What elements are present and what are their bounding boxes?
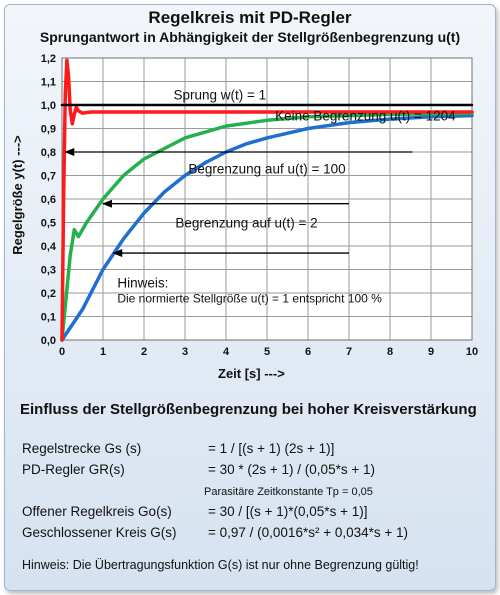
y-tick-label: 0,3 xyxy=(41,265,56,277)
y-tick-label: 0,6 xyxy=(41,194,56,206)
formula-note: Hinweis: Die Übertragungsfunktion G(s) i… xyxy=(22,558,419,572)
chart-annotation: Sprung w(t) = 1 xyxy=(174,87,267,102)
y-tick-label: 1,2 xyxy=(41,53,56,65)
formula-expr-closed-loop: = 0,97 / (0,0016*s² + 0,034*s + 1) xyxy=(208,525,409,540)
chart-subtitle: Sprungantwort in Abhängigkeit der Stellg… xyxy=(39,29,461,45)
x-axis-label: Zeit [s] ---> xyxy=(218,366,285,381)
x-tick-label: 3 xyxy=(182,346,188,358)
chart-annotation: Die normierte Stellgröße u(t) = 1 entspr… xyxy=(117,292,382,306)
formula-label-controller: PD-Regler GR(s) xyxy=(22,462,125,477)
chart-annotation: Begrenzung auf u(t) = 2 xyxy=(175,216,317,231)
y-tick-label: 0,1 xyxy=(41,312,56,324)
formula-label-plant: Regelstrecke Gs (s) xyxy=(22,441,142,456)
x-tick-label: 10 xyxy=(466,346,478,358)
x-tick-label: 7 xyxy=(346,346,352,358)
formula-heading: Einfluss der Stellgrößenbegrenzung bei h… xyxy=(20,401,477,418)
chart-annotation: Keine Begrenzung u(t) = 1204 xyxy=(275,109,456,124)
step-response-chart: 0,0 0,1 0,2 0,3 0,4 0,5 0,6 0,7 0,8 0,9 1,0 1,1 1,2 0… xyxy=(10,53,478,381)
chart-annotation: Hinweis: xyxy=(117,275,168,290)
x-tick-label: 0 xyxy=(59,346,65,358)
y-tick-label: 0,5 xyxy=(41,218,56,230)
y-tick-label: 0,2 xyxy=(41,288,56,300)
y-tick-label: 0,7 xyxy=(41,171,56,183)
formula-expr-controller: = 30 * (2s + 1) / (0,05*s + 1) xyxy=(208,462,375,477)
formula-label-closed-loop: Geschlossener Kreis G(s) xyxy=(22,525,177,540)
x-tick-label: 1 xyxy=(100,346,106,358)
chart-title: Regelkreis mit PD-Regler xyxy=(148,8,352,27)
formula-expr-open-loop: = 30 / [(s + 1)*(0,05*s + 1)] xyxy=(208,504,368,519)
x-tick-label: 2 xyxy=(141,346,147,358)
y-tick-label: 1,0 xyxy=(41,100,56,112)
formula-label-open-loop: Offener Regelkreis Go(s) xyxy=(22,504,172,519)
formula-expr-plant: = 1 / [(s + 1) (2s + 1)] xyxy=(208,441,335,456)
y-tick-label: 0,8 xyxy=(41,147,56,159)
x-tick-label: 6 xyxy=(305,346,311,358)
y-axis-label: Regelgröße y(t) ---> xyxy=(10,135,25,255)
chart-annotation: Begrenzung auf u(t) = 100 xyxy=(188,161,345,176)
x-tick-label: 9 xyxy=(428,346,434,358)
x-tick-label: 4 xyxy=(223,346,230,358)
x-tick-label: 8 xyxy=(387,346,393,358)
y-tick-label: 0,0 xyxy=(41,335,56,347)
y-tick-label: 0,4 xyxy=(41,241,57,253)
y-tick-label: 0,9 xyxy=(41,124,56,136)
series-line xyxy=(60,58,474,342)
formula-parasitic-time-constant: Parasitäre Zeitkonstante Tp = 0,05 xyxy=(204,486,373,498)
series-line xyxy=(60,111,474,342)
y-tick-label: 1,1 xyxy=(41,77,56,89)
x-tick-label: 5 xyxy=(264,346,270,358)
